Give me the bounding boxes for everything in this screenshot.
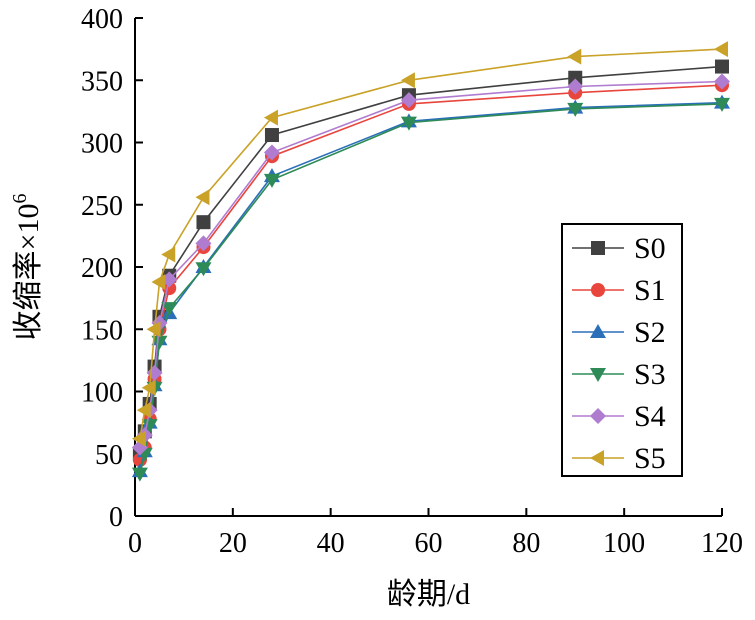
data-point (715, 59, 729, 74)
legend-marker (590, 450, 604, 466)
data-point (263, 109, 278, 126)
data-point (400, 72, 415, 89)
data-point (196, 215, 211, 230)
y-tick-label: 150 (81, 315, 123, 346)
y-axis-title-main: 收缩率×10 (12, 204, 45, 341)
series-s5 (131, 41, 728, 447)
y-ticks: 0 50 100 150 200 250 300 350 400 (81, 4, 143, 533)
data-point (141, 379, 156, 396)
data-point (151, 273, 166, 290)
data-point (568, 70, 583, 85)
legend-item: S0 (572, 232, 666, 265)
y-tick-label: 350 (81, 66, 123, 97)
data-point (141, 419, 158, 434)
legend-item: S2 (572, 316, 666, 349)
data-point (146, 321, 161, 338)
data-point (400, 92, 417, 109)
y-tick-label: 400 (81, 4, 123, 35)
x-tick-label: 40 (317, 528, 345, 559)
data-point (161, 302, 178, 317)
legend-marker (591, 283, 605, 297)
data-point (131, 467, 148, 482)
data-point (714, 97, 730, 112)
data-point (263, 144, 280, 161)
data-point (151, 335, 168, 350)
legend-item: S3 (572, 358, 666, 391)
data-point (714, 73, 730, 90)
x-tick-label: 80 (512, 528, 540, 559)
data-point (264, 128, 279, 143)
x-tick-label: 120 (701, 528, 743, 559)
y-tick-label: 50 (95, 440, 123, 471)
y-axis-title-superscript: 6 (9, 194, 31, 204)
data-point (263, 173, 280, 188)
y-tick-label: 300 (81, 129, 123, 160)
data-point (567, 48, 582, 65)
x-tick-label: 0 (128, 528, 142, 559)
legend-item: S1 (572, 274, 666, 307)
data-point (195, 189, 210, 206)
x-ticks: 0 20 40 60 80 100 120 (128, 508, 743, 559)
data-point (714, 41, 728, 58)
y-tick-label: 200 (81, 253, 123, 284)
series-group (131, 41, 730, 482)
legend-box (561, 223, 683, 477)
legend-marker (591, 241, 605, 255)
legend: S0 S1 S2 S3 S4 S5 (561, 223, 683, 477)
legend-item: S4 (572, 400, 666, 433)
legend-label: S2 (634, 316, 666, 349)
y-axis-title: 收缩率×106 (9, 194, 45, 341)
x-axis-title: 龄期/d (387, 578, 470, 611)
y-tick-label: 250 (81, 191, 123, 222)
legend-marker (590, 324, 606, 338)
data-point (195, 262, 212, 277)
data-point (567, 102, 584, 117)
legend-label: S1 (634, 274, 666, 307)
x-tick-label: 20 (219, 528, 247, 559)
x-tick-label: 60 (415, 528, 443, 559)
legend-marker (590, 408, 606, 424)
data-point (400, 116, 417, 131)
legend-label: S4 (634, 400, 666, 433)
data-point (136, 402, 151, 419)
y-tick-label: 100 (81, 378, 123, 409)
legend-label: S3 (634, 358, 666, 391)
legend-item: S5 (572, 442, 666, 475)
legend-marker (590, 368, 606, 382)
data-point (195, 235, 212, 252)
data-point (567, 78, 584, 95)
legend-label: S5 (634, 442, 666, 475)
legend-label: S0 (634, 232, 666, 265)
data-point (131, 430, 146, 447)
x-tick-label: 100 (603, 528, 645, 559)
y-tick-label: 0 (109, 502, 123, 533)
data-point (161, 246, 176, 263)
